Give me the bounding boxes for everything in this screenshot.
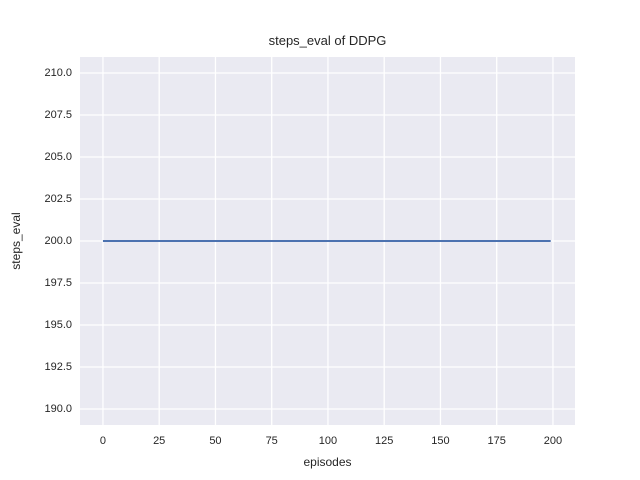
y-tick-label: 205.0 <box>44 150 72 163</box>
x-tick-label: 75 <box>265 435 278 447</box>
x-tick-label: 200 <box>543 435 563 447</box>
y-tick-label: 190.0 <box>44 403 72 416</box>
x-tick-label: 50 <box>209 435 222 447</box>
chart-title: steps_eval of DDPG <box>268 33 387 48</box>
x-tick-label: 150 <box>431 435 450 447</box>
y-tick-label: 192.5 <box>44 361 72 374</box>
x-tick-label: 25 <box>153 435 166 447</box>
y-tick-label: 197.5 <box>44 277 72 289</box>
y-tick-label: 207.5 <box>44 108 72 121</box>
y-tick-label: 210.0 <box>44 66 72 79</box>
x-tick-label: 175 <box>487 435 506 447</box>
y-tick-label: 200.0 <box>44 235 72 247</box>
x-axis-label: episodes <box>303 455 352 469</box>
x-tick-label: 100 <box>318 435 338 447</box>
x-tick-label: 125 <box>375 435 394 447</box>
y-tick-label: 195.0 <box>44 319 72 332</box>
x-tick-label: 0 <box>99 435 106 447</box>
y-tick-label: 202.5 <box>44 192 72 205</box>
